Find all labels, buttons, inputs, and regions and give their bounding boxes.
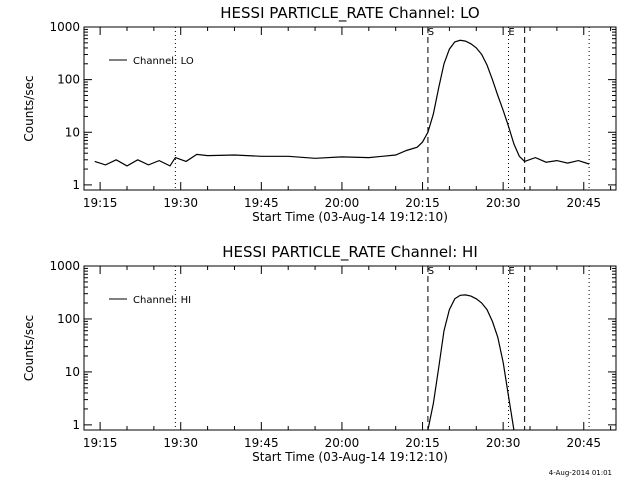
x-tick-label: 20:30: [486, 436, 521, 450]
x-tick-label: 19:30: [163, 196, 198, 210]
y-tick-label: 100: [57, 312, 80, 326]
chart-title: HESSI PARTICLE_RATE Channel: LO: [220, 4, 479, 23]
plot-timestamp: 4-Aug-2014 01:01: [549, 469, 612, 477]
y-tick-label: 1: [72, 178, 80, 192]
marker-label: E: [508, 27, 514, 38]
y-tick-label: 1000: [49, 20, 80, 34]
marker-label: E: [508, 266, 514, 277]
plot-frame: [83, 26, 617, 191]
x-axis-label: Start Time (03-Aug-14 19:12:10): [252, 450, 448, 464]
x-tick-label: 19:45: [244, 436, 279, 450]
x-tick-label: 20:15: [405, 436, 440, 450]
x-axis-label: Start Time (03-Aug-14 19:12:10): [252, 210, 448, 224]
y-tick-label: 10: [65, 365, 80, 379]
x-tick-label: 20:45: [566, 436, 601, 450]
lo-channel-panel: HESSI PARTICLE_RATE Channel: LO 1 10 100 100…: [22, 4, 617, 224]
series-line: [94, 39, 590, 167]
x-tick-label: 20:45: [566, 196, 601, 210]
y-tick-label: 1: [72, 418, 80, 432]
hi-channel-panel: HESSI PARTICLE_RATE Channel: HI 1 10 100 100…: [22, 243, 617, 464]
x-tick-label: 20:00: [325, 436, 360, 450]
y-axis-label: Counts/sec: [22, 75, 36, 141]
y-tick-label: 10: [65, 125, 80, 139]
x-tick-label: 20:00: [325, 196, 360, 210]
x-tick-label: 19:15: [83, 436, 118, 450]
marker-label: S: [428, 27, 434, 38]
x-tick-label: 19:45: [244, 196, 279, 210]
x-tick-label: 20:15: [405, 196, 440, 210]
y-axis-label: Counts/sec: [22, 315, 36, 381]
y-tick-label: 100: [57, 73, 80, 87]
series-line: [427, 294, 515, 431]
legend-label: Channel: HI: [133, 295, 191, 306]
chart-title: HESSI PARTICLE_RATE Channel: HI: [222, 243, 478, 262]
x-tick-label: 19:30: [163, 436, 198, 450]
y-tick-label: 1000: [49, 259, 80, 273]
x-tick-label: 20:30: [486, 196, 521, 210]
marker-label: S: [428, 266, 434, 277]
plot-frame: [83, 265, 617, 431]
x-tick-label: 19:15: [83, 196, 118, 210]
legend-label: Channel: LO: [133, 56, 194, 67]
